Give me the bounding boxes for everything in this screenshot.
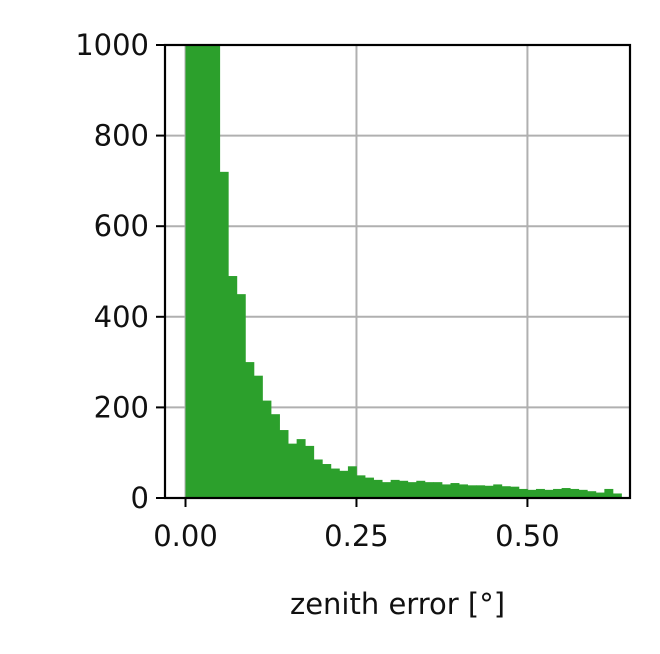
histogram-bar	[544, 489, 554, 498]
histogram-bar	[501, 486, 511, 498]
histogram-bar	[219, 171, 229, 498]
y-tick-label: 800	[94, 119, 149, 153]
x-tick-label: 0.50	[495, 519, 560, 553]
histogram-bar	[236, 294, 246, 498]
histogram-bars	[185, 45, 622, 498]
histogram-bar	[245, 362, 255, 498]
y-tick-label: 1000	[75, 28, 149, 62]
histogram-bar	[450, 483, 460, 498]
histogram-bar	[484, 485, 494, 498]
histogram-bar	[194, 45, 204, 498]
x-axis-label: zenith error [°]	[290, 587, 505, 621]
histogram-bar	[535, 488, 545, 498]
histogram-bar	[578, 489, 588, 498]
histogram-bar	[339, 470, 349, 498]
histogram-bar	[262, 400, 272, 498]
histogram-bar	[228, 276, 238, 498]
histogram-bar	[305, 445, 315, 498]
histogram-bar	[185, 45, 195, 498]
histogram-bar	[595, 492, 605, 498]
histogram-bar	[459, 484, 468, 498]
axis-ticks: 0.00 0.25 0.50 0 200 400 600 800 1000	[75, 28, 560, 553]
histogram-bar	[382, 482, 392, 498]
histogram-bar	[570, 488, 580, 498]
histogram-bar	[587, 491, 597, 498]
histogram-bar	[356, 475, 366, 498]
histogram-bar	[347, 466, 357, 498]
histogram-bar	[270, 414, 280, 498]
histogram-bar	[612, 493, 622, 498]
histogram-bar	[416, 480, 426, 498]
x-tick-label: 0.25	[324, 519, 389, 553]
histogram-bar	[211, 45, 221, 498]
histogram-bar	[476, 485, 486, 498]
histogram-bar	[561, 488, 571, 498]
y-tick-label: 0	[131, 481, 149, 515]
histogram-bar	[279, 430, 289, 498]
histogram-bar	[424, 482, 434, 498]
y-tick-label: 400	[94, 300, 149, 334]
histogram-bar	[510, 486, 520, 498]
histogram-bar	[202, 45, 212, 498]
y-tick-label: 200	[94, 390, 149, 424]
histogram-bar	[553, 488, 563, 498]
histogram-bar	[253, 375, 263, 498]
histogram-bar	[288, 443, 298, 498]
histogram-bar	[493, 484, 503, 498]
plot-frame	[163, 43, 632, 500]
histogram-bar	[373, 479, 383, 498]
histogram-bar	[604, 488, 614, 498]
x-tick-label: 0.00	[153, 519, 218, 553]
histogram-bar	[527, 489, 537, 498]
histogram-bar	[433, 482, 443, 498]
histogram-bar	[441, 484, 451, 498]
histogram-bar	[518, 488, 528, 498]
histogram-bar	[390, 479, 400, 498]
histogram-bar	[467, 485, 477, 498]
histogram-bar	[365, 477, 374, 498]
histogram-bar	[399, 480, 409, 498]
y-tick-label: 600	[94, 209, 149, 243]
histogram-bar	[313, 459, 323, 498]
histogram-bar	[296, 439, 306, 498]
histogram-bar	[330, 468, 340, 498]
histogram-bar	[407, 482, 417, 498]
histogram-bar	[322, 464, 332, 498]
